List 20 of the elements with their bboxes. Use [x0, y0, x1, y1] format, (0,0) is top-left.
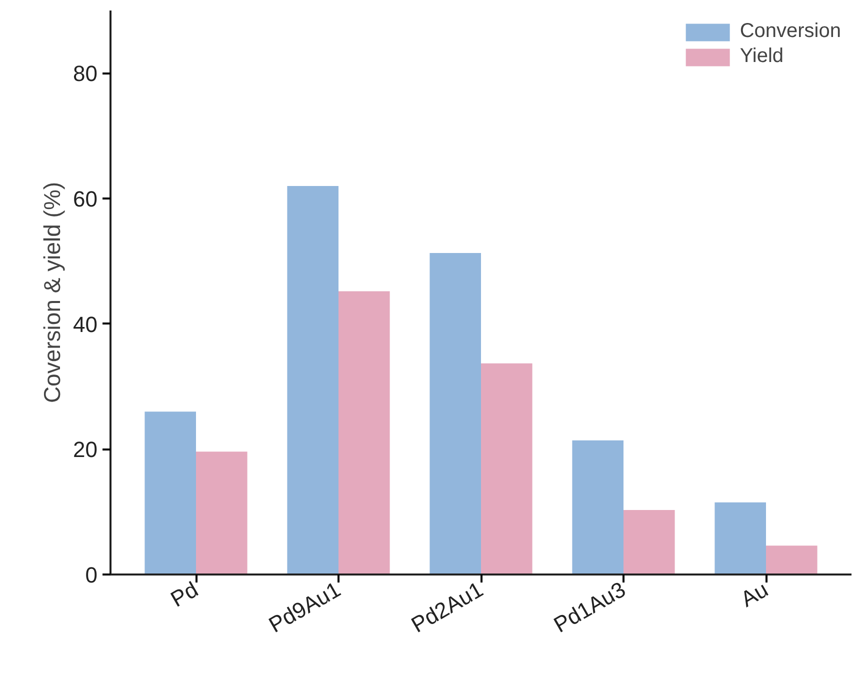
legend-label: Conversion	[740, 20, 841, 43]
y-tick-label: 80	[73, 61, 98, 86]
bar	[572, 440, 624, 574]
bar	[287, 186, 338, 574]
bar	[624, 510, 675, 574]
legend-label: Yield	[740, 45, 784, 68]
bar	[196, 452, 248, 574]
y-tick-label: 0	[85, 562, 98, 588]
y-tick-label: 20	[73, 437, 98, 462]
y-tick-label: 60	[73, 186, 98, 212]
bar	[338, 291, 390, 574]
bar	[481, 363, 532, 574]
y-axis-title: Coversion & yield (%)	[39, 182, 66, 404]
y-tick-label: 40	[73, 312, 98, 337]
bar	[766, 546, 818, 574]
x-tick-label: Pd	[166, 576, 202, 612]
x-tick-label: Au	[736, 576, 772, 612]
bar	[714, 502, 766, 574]
bar	[144, 412, 196, 574]
bar	[430, 253, 481, 574]
